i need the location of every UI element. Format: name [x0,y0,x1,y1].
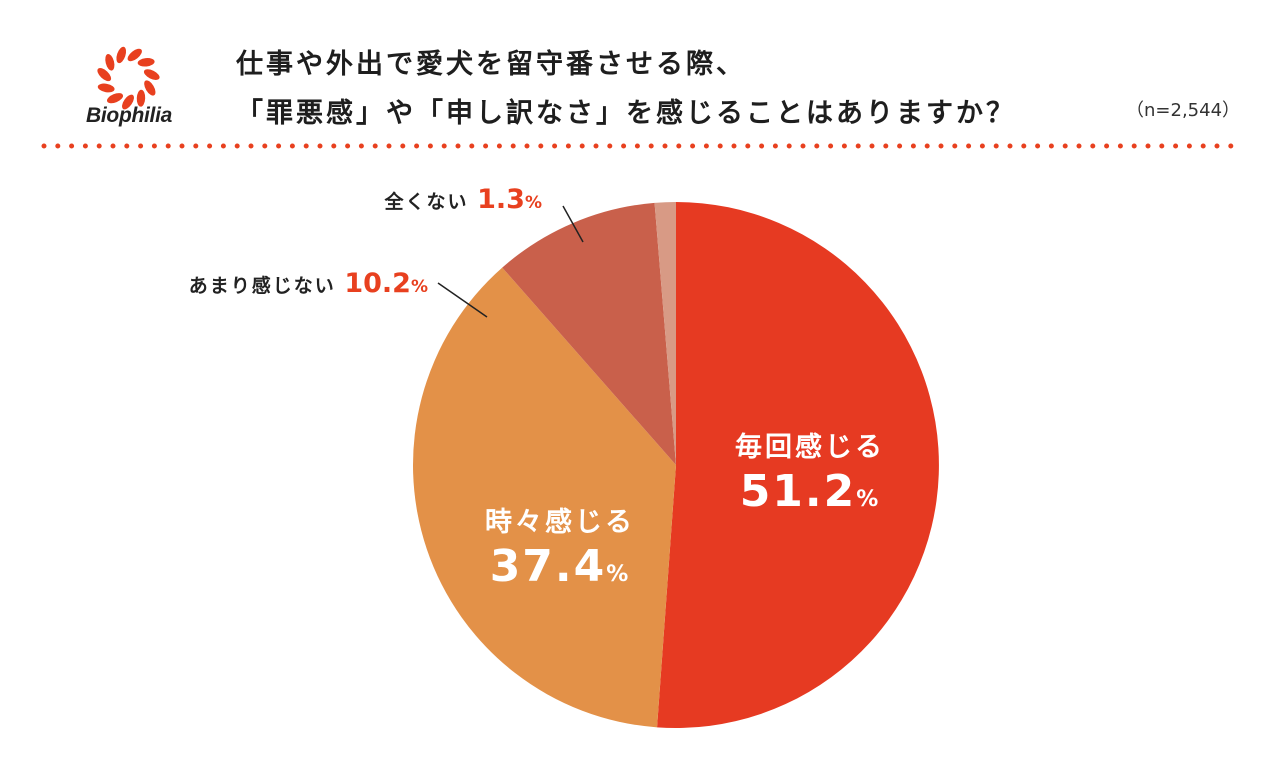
slice-label-every-time: 毎回感じる 51.2% [705,425,915,517]
slice-label-none: 全くない 1.3% [384,184,544,215]
slice-sometimes [413,267,676,728]
slice-name-rarely: あまり感じない [188,275,336,297]
slice-unit-rarely: % [410,277,430,297]
chart-title-line-1: 仕事や外出で愛犬を留守番させる際、 [236,49,746,80]
slice-every-time [657,202,939,728]
slice-unit-sometimes: % [606,562,631,587]
chart-title-line-2: 「罪悪感」や「申し訳なさ」を感じることはありますか？ [236,98,1016,129]
biophilia-logo-icon [97,46,160,110]
leader-line-rarely [437,282,488,318]
slice-name-every-time: 毎回感じる [735,432,885,463]
slice-label-rarely: あまり感じない 10.2% [189,268,430,299]
pie-chart [413,202,939,728]
slice-value-sometimes: 37.4 [489,541,607,592]
slice-value-rarely: 10.2 [344,268,411,299]
slice-rarely [502,202,676,465]
slice-label-sometimes: 時々感じる 37.4% [455,500,665,592]
slice-name-none: 全くない [384,191,469,213]
leader-line-none [562,205,584,243]
slice-none [654,202,676,465]
slice-value-none: 1.3 [477,184,525,215]
slice-unit-none: % [524,193,544,213]
sample-size-label: （n=2,544） [1126,100,1241,121]
slice-unit-every-time: % [856,487,881,512]
brand-name: Biophilia [86,104,172,127]
dotted-divider [41,143,1239,149]
slice-name-sometimes: 時々感じる [485,507,635,538]
slice-value-every-time: 51.2 [739,466,857,517]
